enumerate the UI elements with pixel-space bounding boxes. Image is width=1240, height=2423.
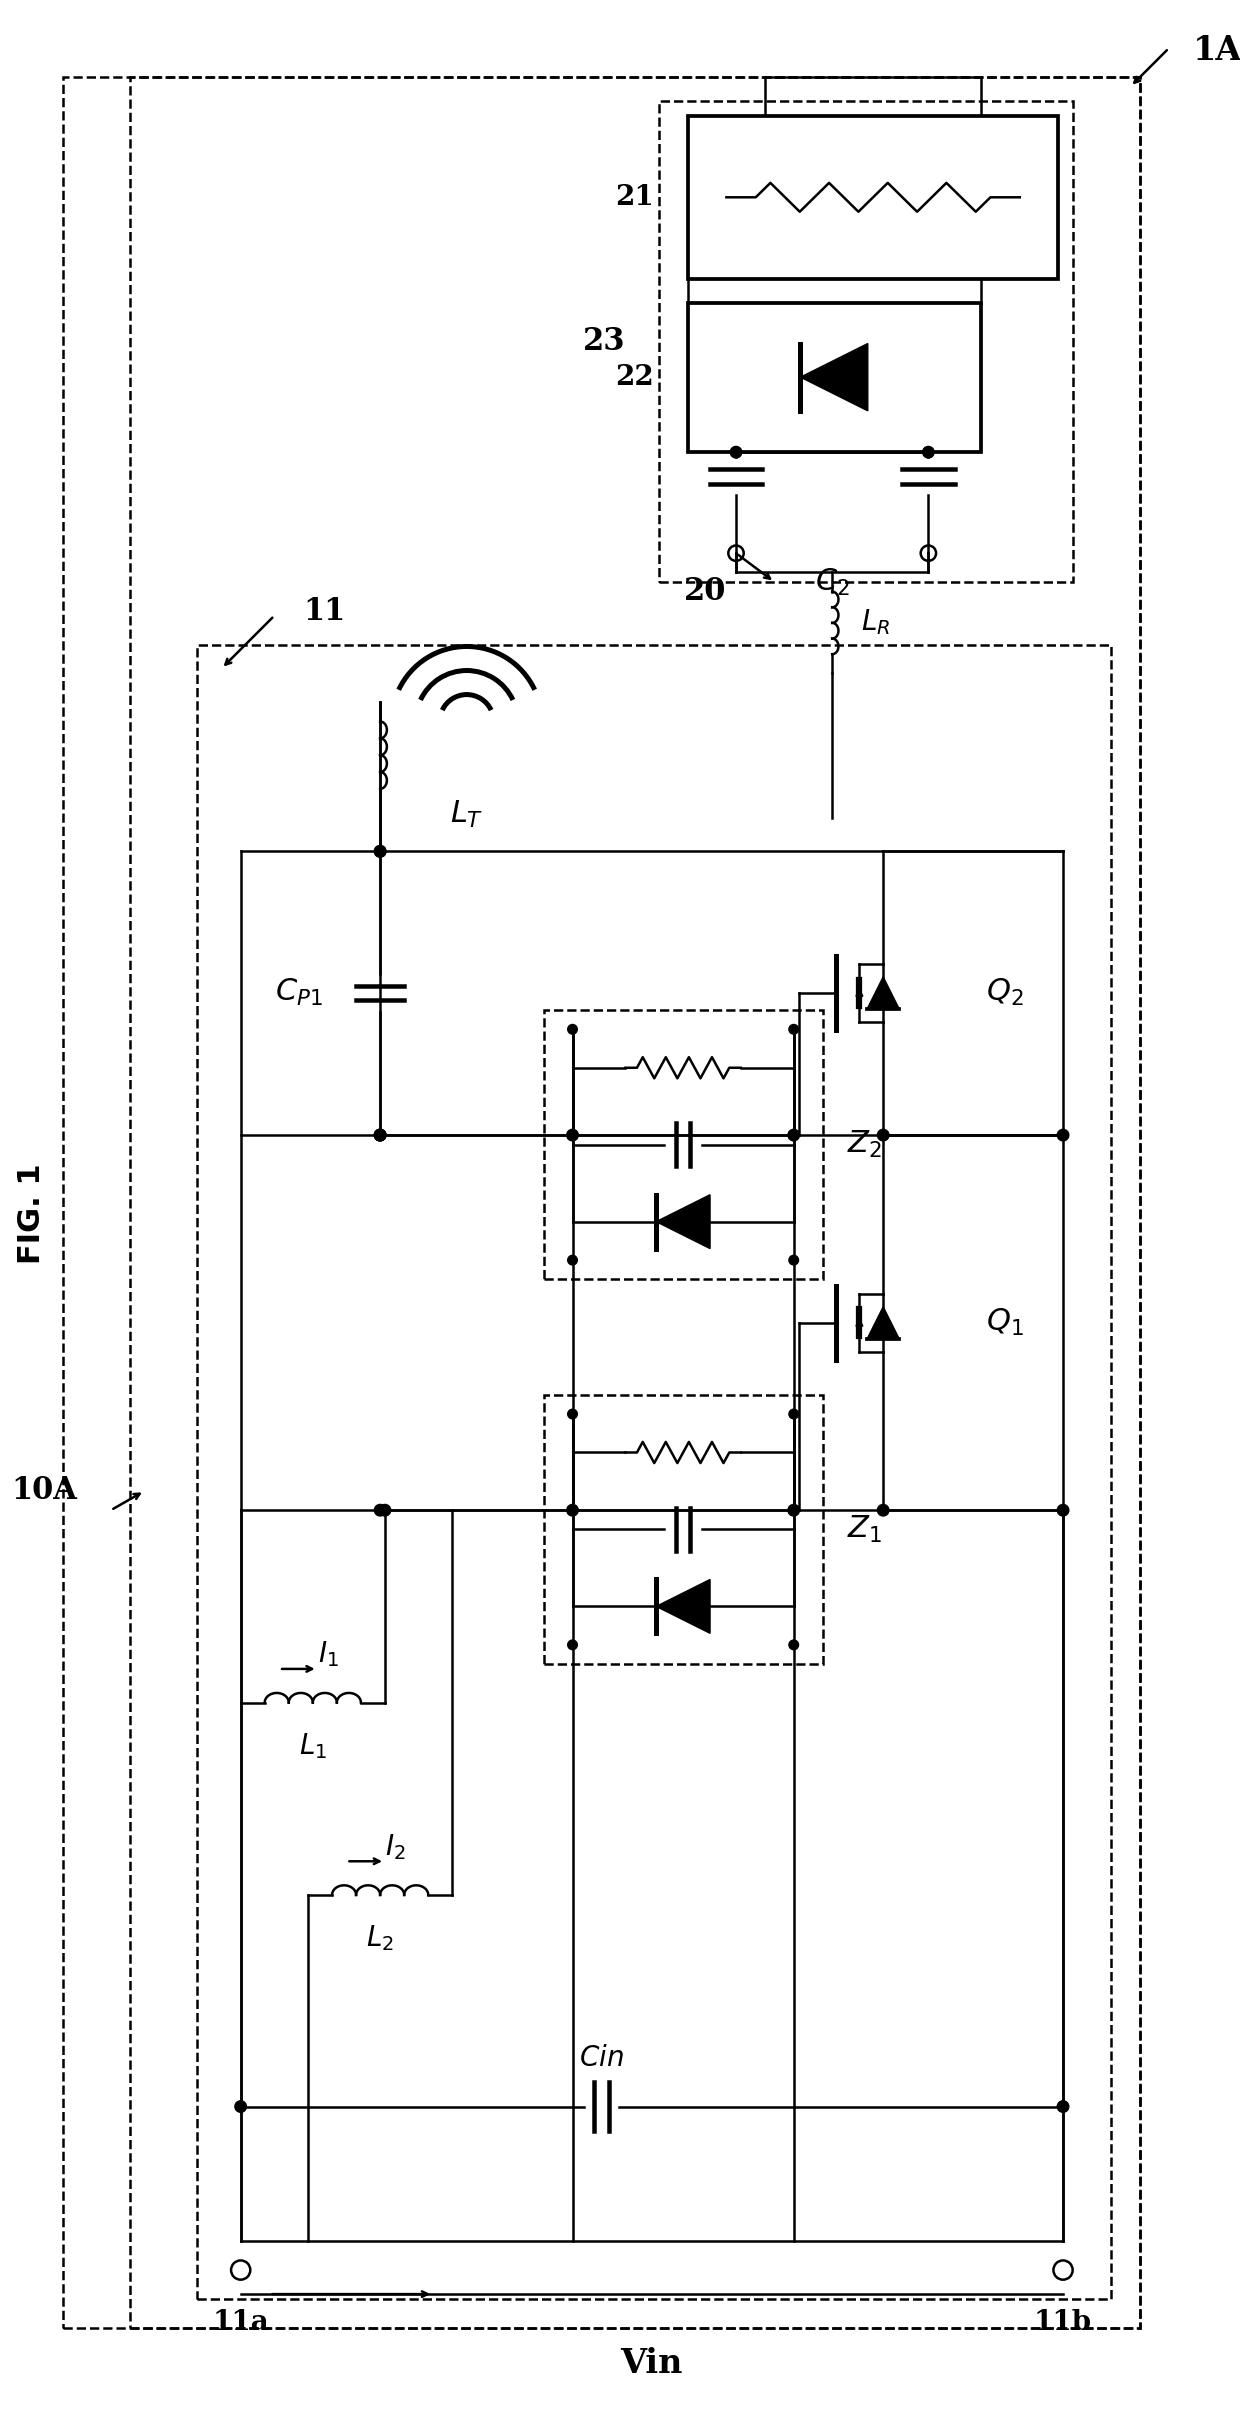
Circle shape [1058,2101,1069,2113]
Circle shape [374,846,386,858]
Bar [543,1396,822,1665]
Circle shape [379,1505,391,1517]
Polygon shape [656,1195,711,1248]
Text: $Cin$: $Cin$ [579,2045,624,2072]
Bar [688,116,1058,279]
Text: $I_1$: $I_1$ [317,1640,339,1669]
Bar [543,1010,822,1279]
Bar [688,303,981,453]
Circle shape [789,1255,799,1265]
Text: $Z_2$: $Z_2$ [847,1129,882,1161]
Circle shape [568,1025,578,1035]
Text: $C_{P1}$: $C_{P1}$ [274,976,322,1008]
Text: 11b: 11b [1034,2309,1092,2336]
Polygon shape [867,976,899,1008]
Text: Vin: Vin [620,2348,682,2379]
Circle shape [234,2101,247,2113]
Text: $L_2$: $L_2$ [366,1924,394,1953]
Circle shape [787,1505,800,1517]
Text: 11a: 11a [212,2309,269,2336]
Circle shape [789,1640,799,1650]
Polygon shape [656,1580,711,1633]
Text: 10A: 10A [11,1476,77,1507]
Circle shape [730,446,742,458]
Circle shape [374,1129,386,1141]
Text: 21: 21 [615,184,655,211]
Circle shape [1058,1505,1069,1517]
Text: $L_T$: $L_T$ [450,800,484,829]
Bar [197,645,1111,2299]
Circle shape [567,1129,578,1141]
Text: $L_R$: $L_R$ [861,608,890,637]
Circle shape [374,1505,386,1517]
Text: $Q_2$: $Q_2$ [986,976,1023,1008]
Text: 1A: 1A [1193,34,1240,68]
Circle shape [787,1129,800,1141]
Text: $Q_1$: $Q_1$ [986,1306,1024,1337]
Text: FIG. 1: FIG. 1 [17,1163,46,1265]
Text: $Z_1$: $Z_1$ [847,1514,882,1546]
Circle shape [374,1129,386,1141]
Circle shape [374,1129,386,1141]
Circle shape [878,1505,889,1517]
Polygon shape [801,344,868,412]
Text: $C_2$: $C_2$ [815,567,849,598]
Circle shape [923,446,934,458]
Text: 20: 20 [684,577,727,608]
Circle shape [568,1410,578,1420]
Circle shape [568,1640,578,1650]
Bar [660,102,1073,582]
Circle shape [1058,1129,1069,1141]
Circle shape [374,846,386,858]
Text: 23: 23 [583,327,625,356]
Text: $I_2$: $I_2$ [384,1832,405,1861]
Text: 22: 22 [615,363,655,390]
Polygon shape [867,1306,899,1337]
Circle shape [789,1410,799,1420]
Circle shape [789,1025,799,1035]
Circle shape [878,1129,889,1141]
Bar [130,78,1140,2329]
Circle shape [568,1255,578,1265]
Circle shape [567,1505,578,1517]
Text: $L_1$: $L_1$ [299,1730,327,1762]
Text: 11: 11 [304,596,346,628]
